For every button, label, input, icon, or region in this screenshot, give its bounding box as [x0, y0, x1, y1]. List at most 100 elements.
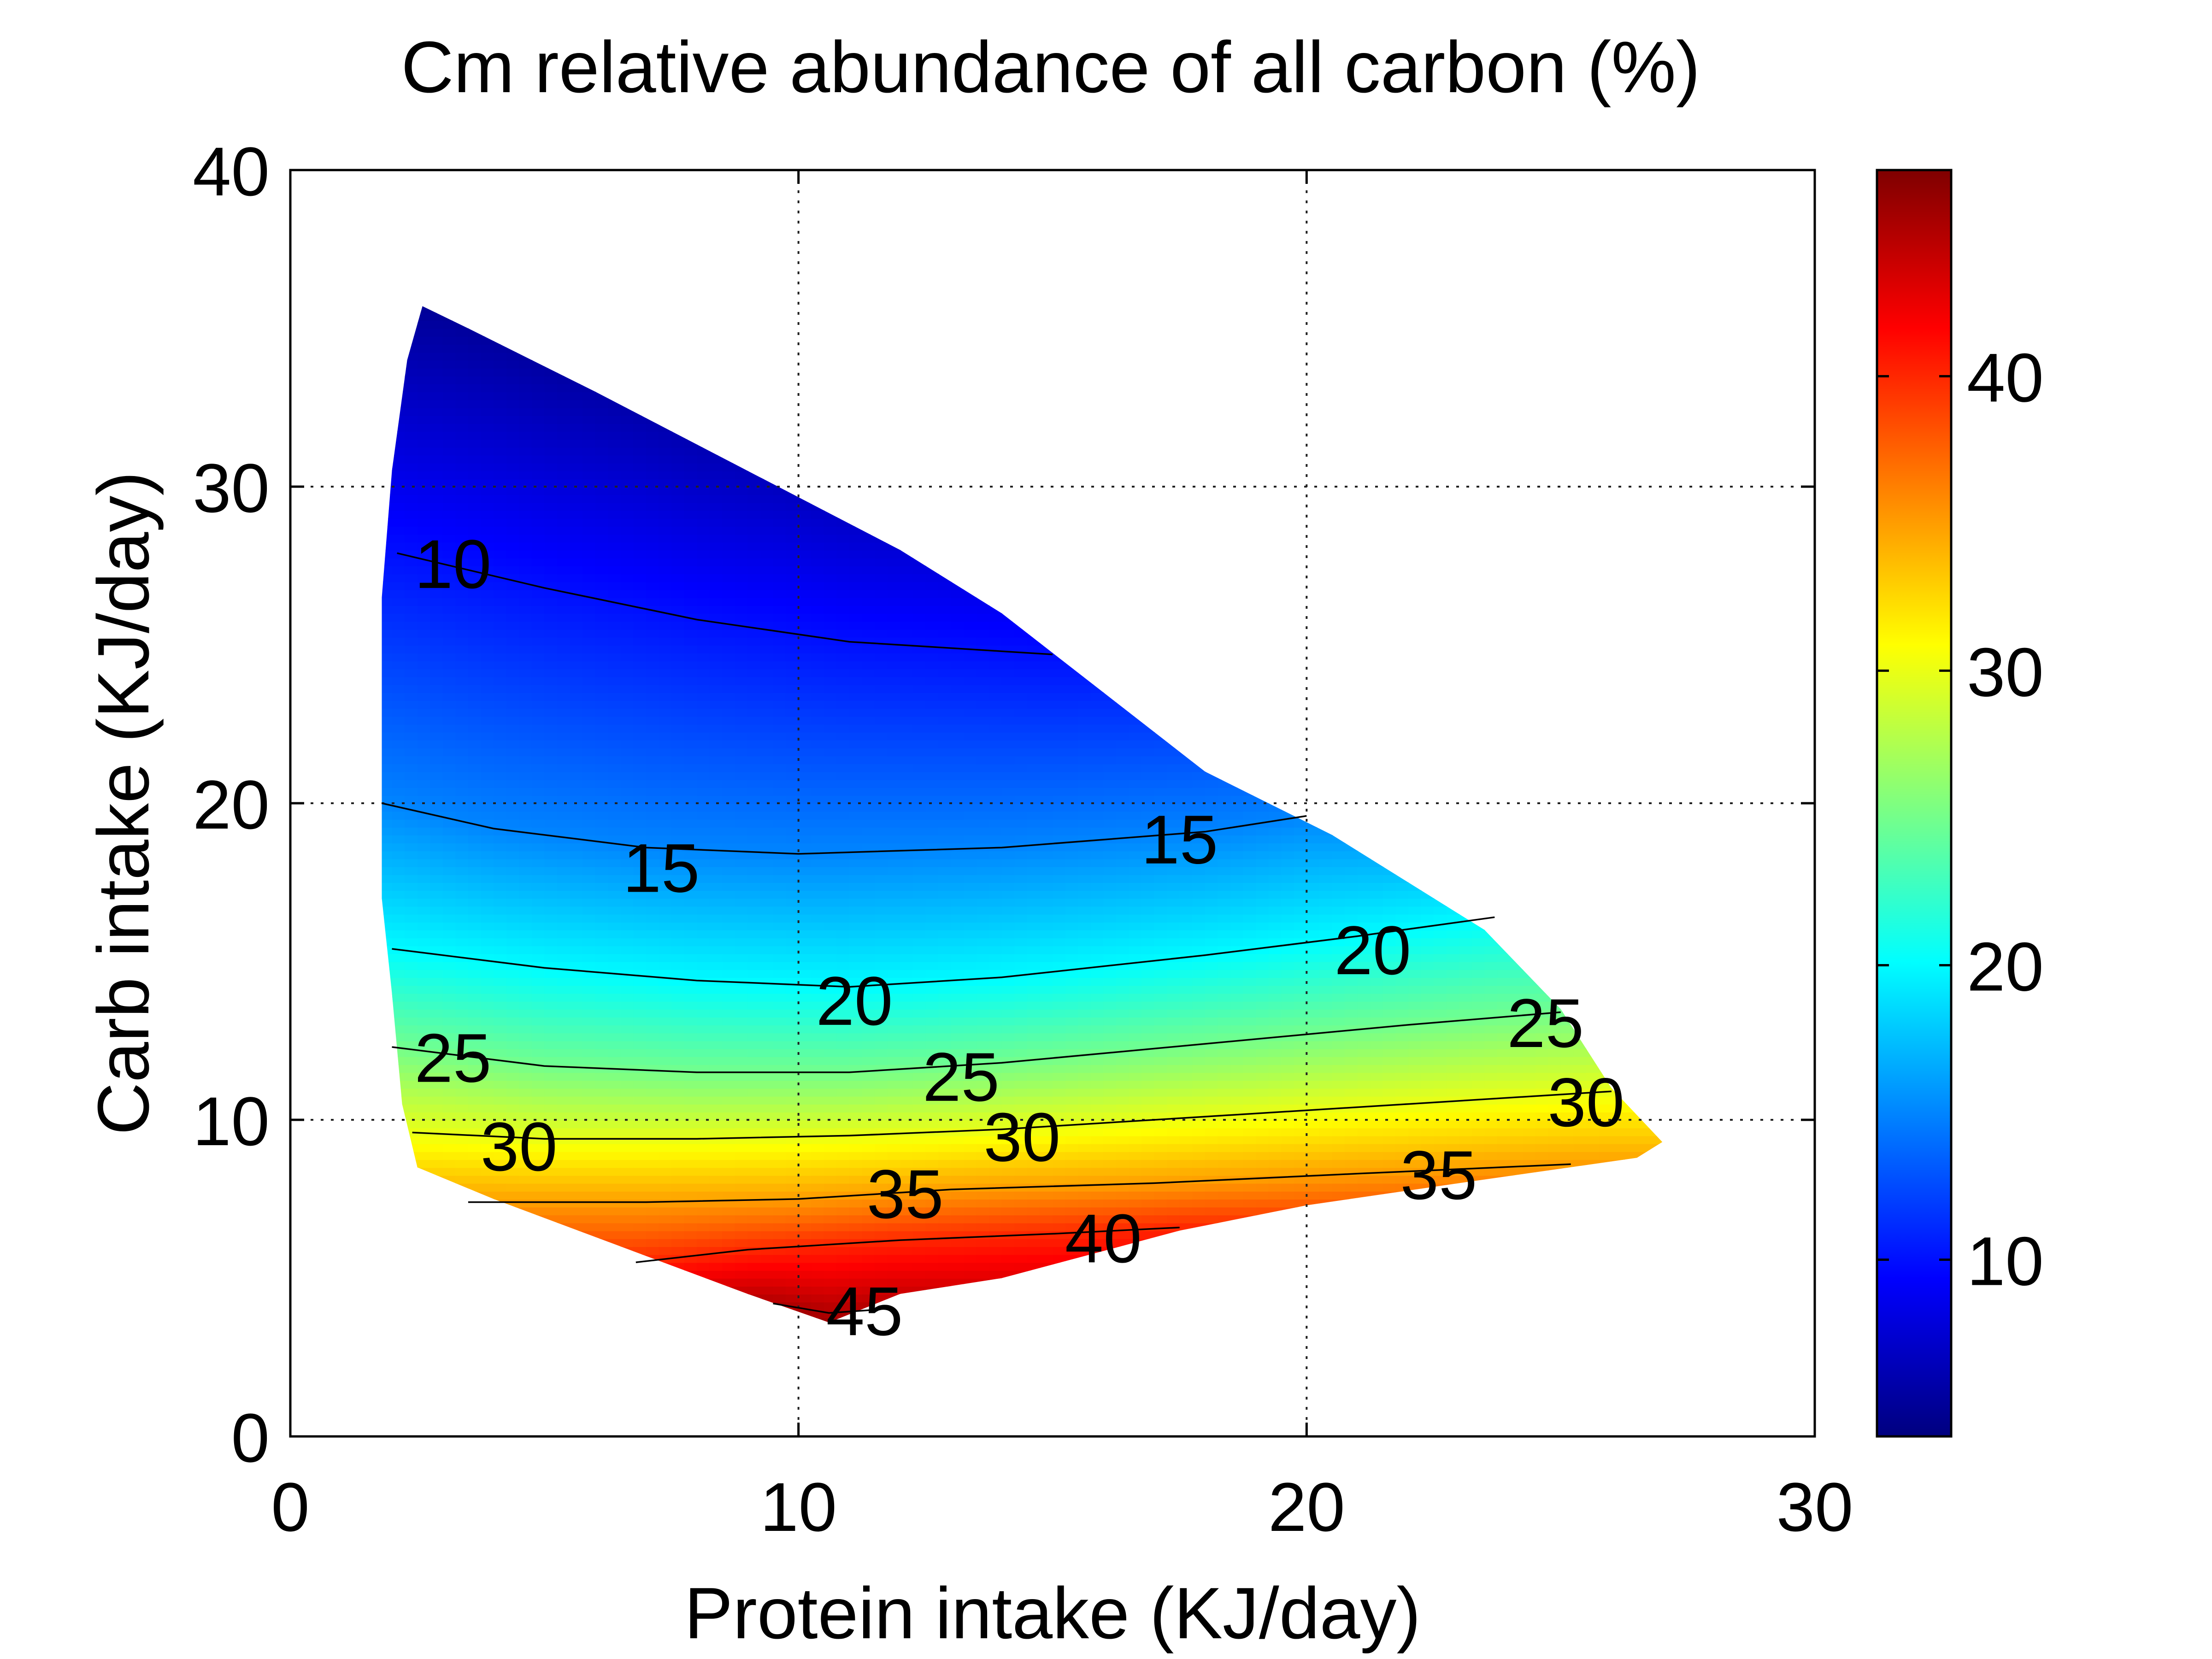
heat-cell [417, 502, 431, 511]
heat-cell [697, 890, 710, 899]
heat-cell [620, 756, 634, 765]
heat-cell [544, 795, 558, 804]
heat-cell [494, 542, 507, 551]
heat-cell [811, 582, 824, 590]
heat-cell [519, 565, 532, 575]
heat-cell [760, 922, 774, 930]
heat-cell [455, 938, 469, 947]
heat-cell [773, 526, 787, 535]
heat-cell [519, 1151, 532, 1160]
heat-cell [646, 740, 659, 748]
heat-cell [570, 1009, 583, 1018]
heat-cell [382, 573, 393, 582]
heat-cell [836, 1223, 850, 1231]
heat-cell [557, 621, 571, 630]
heat-cell [811, 1120, 824, 1129]
heat-cell [760, 573, 774, 582]
heat-cell [671, 1112, 685, 1121]
heat-cell [494, 605, 507, 614]
heat-cell [697, 550, 710, 559]
heat-cell [392, 787, 406, 796]
heat-cell [557, 946, 571, 954]
heat-cell [760, 510, 774, 519]
heat-cell [633, 835, 647, 844]
heat-cell [697, 1112, 710, 1121]
heat-cell [811, 898, 824, 907]
heat-cell [405, 534, 418, 543]
heat-cell [430, 724, 443, 733]
heat-cell [392, 795, 406, 804]
heat-cell [836, 874, 850, 883]
heat-cell [531, 779, 545, 788]
heat-cell [531, 747, 545, 757]
heat-cell [773, 724, 787, 733]
heat-cell [760, 1254, 774, 1263]
heat-cell [382, 645, 393, 653]
heat-cell [786, 827, 799, 835]
heat-cell [671, 1206, 685, 1216]
heat-cell [430, 352, 443, 361]
heat-cell [392, 684, 406, 693]
heat-cell [519, 708, 532, 717]
heat-cell [697, 764, 710, 772]
heat-cell [671, 732, 685, 741]
heat-cell [582, 558, 596, 566]
heat-cell [442, 565, 456, 575]
heat-cell [595, 716, 609, 725]
heat-cell [633, 1024, 647, 1034]
heat-cell [747, 795, 761, 804]
heat-cell [646, 1104, 659, 1113]
heat-cell [392, 890, 406, 899]
heat-cell [684, 1175, 698, 1184]
heat-cell [798, 660, 812, 670]
heat-cell [836, 1041, 850, 1049]
heat-cell [633, 961, 647, 970]
heat-cell [786, 1270, 799, 1279]
heat-cell [582, 993, 596, 1002]
heat-cell [811, 882, 824, 891]
heat-cell [811, 605, 824, 614]
heat-cell [506, 677, 520, 685]
heat-cell [405, 890, 418, 899]
heat-cell [747, 478, 761, 488]
heat-cell [519, 787, 532, 796]
heat-cell [798, 1072, 812, 1081]
heat-cell [570, 1056, 583, 1065]
heat-cell [544, 859, 558, 867]
heat-cell [382, 716, 393, 725]
heat-cell [455, 914, 469, 923]
heat-cell [684, 510, 698, 519]
heat-cell [481, 819, 494, 828]
heat-cell [570, 1143, 583, 1152]
heat-cell [544, 1151, 558, 1160]
heat-cell [633, 930, 647, 939]
heat-cell [481, 898, 494, 907]
heat-cell [468, 756, 482, 765]
heat-cell [544, 993, 558, 1002]
heat-cell [442, 589, 456, 598]
heat-cell [468, 1080, 482, 1089]
heat-cell [671, 835, 685, 844]
heat-cell [824, 1167, 837, 1176]
heat-cell [595, 1230, 609, 1239]
heat-cell [608, 1088, 621, 1097]
heat-cell [442, 1017, 456, 1026]
heat-cell [442, 946, 456, 954]
heat-cell [494, 1135, 507, 1144]
heat-cell [582, 684, 596, 693]
heat-cell [659, 716, 672, 725]
heat-cell [735, 842, 748, 852]
heat-cell [735, 914, 748, 923]
heat-cell [595, 953, 609, 962]
heat-cell [824, 550, 837, 559]
heat-cell [455, 922, 469, 930]
heat-cell [468, 558, 482, 566]
heat-cell [709, 669, 723, 677]
heat-cell [595, 740, 609, 748]
heat-cell [824, 629, 837, 638]
heat-cell [697, 938, 710, 947]
heat-cell [519, 946, 532, 954]
heat-cell [633, 1159, 647, 1168]
heat-cell [392, 811, 406, 820]
heat-cell [595, 502, 609, 511]
